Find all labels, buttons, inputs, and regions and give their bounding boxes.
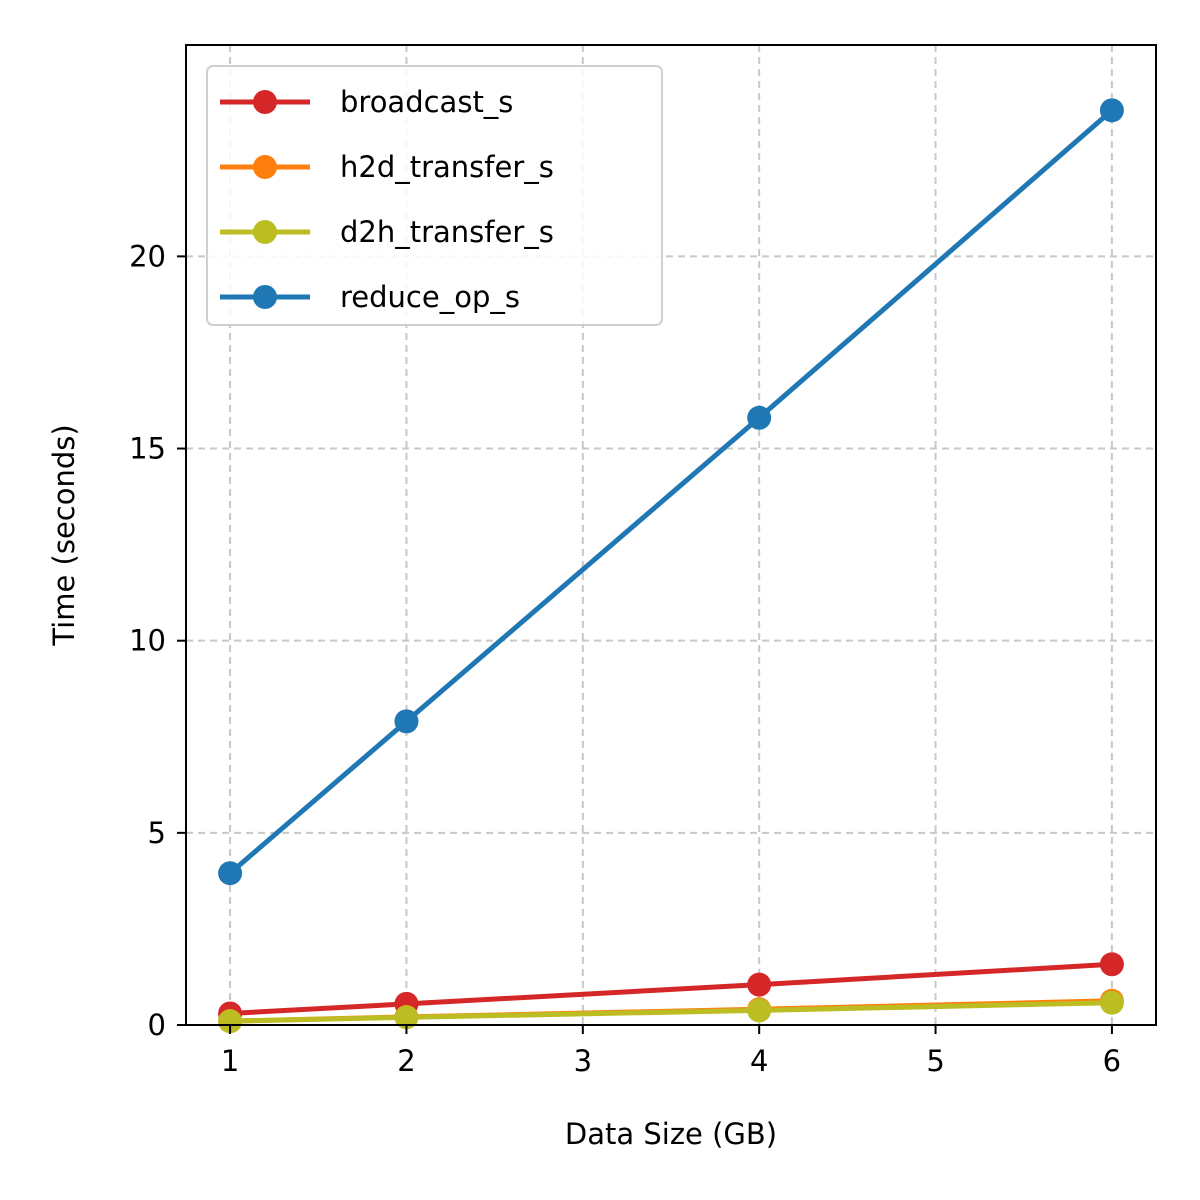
data-point [747,405,772,430]
legend-label: reduce_op_s [340,280,520,314]
x-tick-label: 6 [1103,1044,1121,1078]
y-tick-label: 0 [148,1008,166,1042]
y-tick-label: 15 [129,432,166,466]
x-tick-label: 1 [221,1044,239,1078]
series-d2h_transfer_s [218,990,1124,1034]
x-tick-label: 4 [750,1044,768,1078]
data-point [1099,98,1124,123]
data-point [394,1005,419,1030]
ticks: 1 2 3 4 5 6 0 5 10 15 20 [129,239,1121,1078]
legend-marker [253,90,277,114]
y-tick-label: 5 [148,816,166,850]
y-axis-label: Time (seconds) [47,424,81,646]
data-point [747,972,772,997]
legend-label: h2d_transfer_s [340,150,554,184]
y-tick-label: 20 [129,239,166,273]
legend-label: d2h_transfer_s [340,215,554,249]
data-point [1099,952,1124,977]
legend-marker [253,220,277,244]
series-layer [218,98,1124,1034]
x-tick-label: 2 [397,1044,415,1078]
series-line [227,107,1115,876]
data-point [1099,990,1124,1015]
x-tick-label: 3 [574,1044,592,1078]
series-line [227,961,1115,1016]
data-point [394,709,419,734]
series-line [227,1000,1115,1024]
plot-frame [185,44,1157,1026]
legend-box [206,65,663,326]
x-axis-label: Data Size (GB) [565,1117,777,1151]
legend-marker [253,285,277,309]
legend: broadcast_s h2d_transfer_s d2h_transfer_sr… [206,65,663,326]
legend-marker [253,155,277,179]
y-tick-label: 10 [129,624,166,658]
data-point [218,1009,243,1034]
series-reduce_op_s [218,98,1124,886]
data-point [747,998,772,1023]
x-tick-label: 5 [926,1044,944,1078]
data-point [218,861,243,886]
legend-label: broadcast_s [340,85,513,119]
